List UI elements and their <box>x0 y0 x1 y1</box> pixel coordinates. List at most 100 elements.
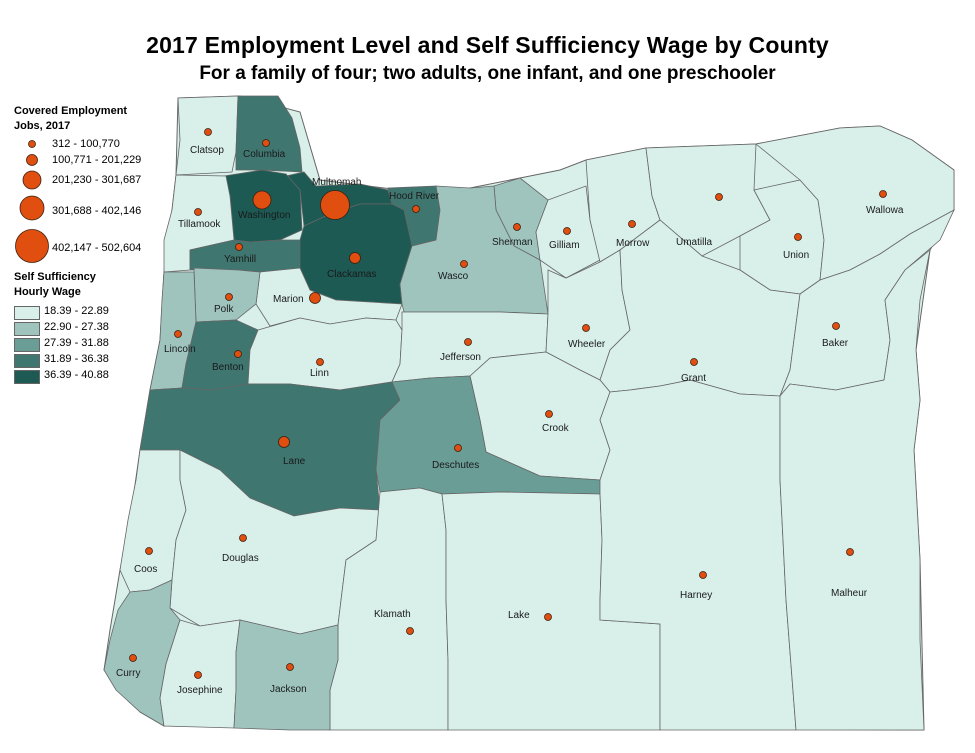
employment-dot-columbia <box>262 139 270 147</box>
county-label-benton: Benton <box>212 362 244 373</box>
county-linn <box>247 317 403 391</box>
county-label-clatsop: Clatsop <box>190 145 224 156</box>
county-label-harney: Harney <box>680 590 712 601</box>
wage-class-1: 18.39 - 22.89 <box>44 305 109 317</box>
employment-dot-hood-river <box>412 205 420 213</box>
wage-class-4: 31.89 - 36.38 <box>44 353 109 365</box>
employment-dot-josephine <box>194 671 202 679</box>
county-label-crook: Crook <box>542 423 570 434</box>
county-label-jefferson: Jefferson <box>440 352 481 363</box>
legend-dot-1 <box>28 140 36 148</box>
map-subtitle: For a family of four; two adults, one in… <box>199 63 776 84</box>
employment-dot-curry <box>129 654 137 662</box>
county-label-wheeler: Wheeler <box>568 339 606 350</box>
employment-class-3: 201,230 - 301,687 <box>52 174 142 186</box>
employment-dot-washington <box>252 190 272 210</box>
county-label-hood-river: Hood River <box>389 191 440 202</box>
wage-swatch-3 <box>14 338 40 352</box>
employment-dot-lincoln <box>174 330 182 338</box>
legend-dot-5 <box>15 229 49 263</box>
county-polygons <box>103 95 955 731</box>
county-label-washington: Washington <box>238 210 290 221</box>
employment-dot-gilliam <box>563 227 571 235</box>
employment-dot-tillamook <box>194 208 202 216</box>
employment-legend-title: Covered Employment Jobs, 2017 <box>14 105 128 132</box>
county-label-josephine: Josephine <box>177 685 223 696</box>
county-jackson <box>233 619 339 731</box>
legend-dot-2 <box>26 154 38 166</box>
employment-dot-marion <box>309 292 321 304</box>
employment-dot-clatsop <box>204 128 212 136</box>
employment-dot-douglas <box>239 534 247 542</box>
county-label-clackamas: Clackamas <box>327 269 376 280</box>
employment-dot-sherman <box>513 223 521 231</box>
county-label-lane: Lane <box>283 456 306 467</box>
employment-dot-crook <box>545 410 553 418</box>
employment-dot-yamhill <box>235 243 243 251</box>
county-label-klamath: Klamath <box>374 609 411 620</box>
county-label-umatilla: Umatilla <box>676 237 713 248</box>
county-label-linn: Linn <box>310 368 329 379</box>
employment-dot-lake <box>544 613 552 621</box>
county-label-sherman: Sherman <box>492 237 533 248</box>
county-label-gilliam: Gilliam <box>549 240 580 251</box>
county-label-union: Union <box>783 250 809 261</box>
wage-class-3: 27.39 - 31.88 <box>44 337 109 349</box>
wage-swatch-4 <box>14 354 40 368</box>
employment-dot-polk <box>225 293 233 301</box>
county-label-douglas: Douglas <box>222 553 259 564</box>
county-label-baker: Baker <box>822 338 849 349</box>
wage-swatch-5 <box>14 370 40 384</box>
county-label-wasco: Wasco <box>438 271 469 282</box>
employment-dot-baker <box>832 322 840 330</box>
county-label-lincoln: Lincoln <box>164 344 196 355</box>
legend-dot-3 <box>22 170 42 190</box>
county-labels: Clatsop Columbia Multnomah Hood River Washin… <box>116 145 904 696</box>
county-label-malheur: Malheur <box>831 588 868 599</box>
employment-dot-lane <box>278 436 290 448</box>
employment-dot-wallowa <box>879 190 887 198</box>
employment-dot-deschutes <box>454 444 462 452</box>
county-label-deschutes: Deschutes <box>432 460 479 471</box>
county-label-marion: Marion <box>273 294 304 305</box>
employment-class-1: 312 - 100,770 <box>52 138 120 150</box>
employment-dot-umatilla <box>715 193 723 201</box>
county-label-lake: Lake <box>508 610 530 621</box>
employment-dots <box>129 128 887 679</box>
employment-dot-clackamas <box>349 252 361 264</box>
employment-dot-union <box>794 233 802 241</box>
legend-dot-4 <box>19 195 45 221</box>
employment-dot-grant <box>690 358 698 366</box>
employment-class-4: 301,688 - 402,146 <box>52 205 142 217</box>
county-label-curry: Curry <box>116 668 140 679</box>
wage-legend-title: Self Sufficiency Hourly Wage <box>14 271 96 298</box>
employment-dot-morrow <box>628 220 636 228</box>
county-label-jackson: Jackson <box>270 684 307 695</box>
wage-swatch-1 <box>14 306 40 320</box>
employment-dot-harney <box>699 571 707 579</box>
employment-dot-klamath <box>406 627 414 635</box>
county-label-polk: Polk <box>214 304 234 315</box>
employment-dot-wasco <box>460 260 468 268</box>
employment-dot-linn <box>316 358 324 366</box>
map-title: 2017 Employment Level and Self Sufficien… <box>146 32 829 58</box>
county-label-yamhill: Yamhill <box>224 254 256 265</box>
wage-class-2: 22.90 - 27.38 <box>44 321 109 333</box>
employment-dot-multnomah <box>320 190 350 220</box>
county-label-multnomah: Multnomah <box>312 177 361 188</box>
county-label-tillamook: Tillamook <box>178 219 221 230</box>
employment-dot-wheeler <box>582 324 590 332</box>
employment-legend-symbols <box>15 140 49 263</box>
employment-dot-jefferson <box>464 338 472 346</box>
employment-dot-benton <box>234 350 242 358</box>
employment-dot-coos <box>145 547 153 555</box>
county-label-grant: Grant <box>681 373 706 384</box>
employment-class-2: 100,771 - 201,229 <box>52 154 142 166</box>
county-malheur <box>779 249 931 731</box>
county-label-columbia: Columbia <box>243 149 286 160</box>
wage-class-5: 36.39 - 40.88 <box>44 369 109 381</box>
county-columbia <box>235 95 303 173</box>
employment-class-5: 402,147 - 502,604 <box>52 242 142 254</box>
wage-swatch-2 <box>14 322 40 336</box>
